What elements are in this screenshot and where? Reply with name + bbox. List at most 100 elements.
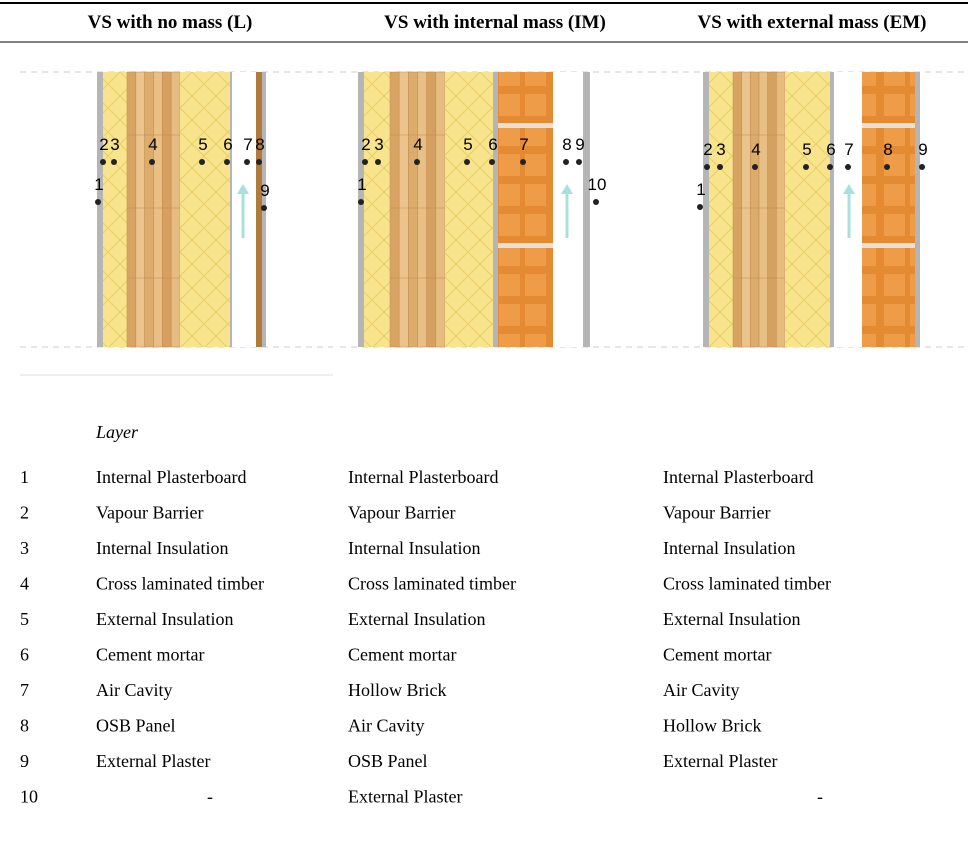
timber-lamella xyxy=(162,71,172,348)
layer-number: 5 xyxy=(198,135,207,154)
row-number: 1 xyxy=(20,467,29,487)
layer-number: 2 xyxy=(703,140,712,159)
wall-layer xyxy=(97,72,103,347)
row-number: 4 xyxy=(20,574,29,594)
cell: Internal Plasterboard xyxy=(96,467,246,487)
airflow-arrowhead xyxy=(843,184,855,194)
column-header: VS with internal mass (IM) xyxy=(384,12,606,33)
row-number: 3 xyxy=(20,538,29,558)
wall-layer xyxy=(358,72,364,347)
mortar-band xyxy=(498,123,553,128)
mortar-band xyxy=(862,243,915,248)
cell: External Plaster xyxy=(96,751,210,771)
wall-layer xyxy=(493,72,498,347)
cell: Internal Insulation xyxy=(348,538,480,558)
airflow-arrowhead xyxy=(561,184,573,194)
layer-number: 7 xyxy=(844,140,853,159)
timber-lamella xyxy=(758,71,768,348)
layer-number: 6 xyxy=(223,135,232,154)
cell: Hollow Brick xyxy=(348,680,447,700)
timber-lamella xyxy=(170,71,181,348)
row-number: 9 xyxy=(20,751,29,771)
probe-dot xyxy=(100,159,106,165)
layer-number: 8 xyxy=(883,140,892,159)
probe-dot xyxy=(919,164,925,170)
probe-dot xyxy=(563,159,569,165)
timber-lamella xyxy=(767,71,777,348)
row-number: 10 xyxy=(20,787,38,807)
timber-lamella xyxy=(389,71,400,348)
cell: OSB Panel xyxy=(96,716,176,736)
cell: Vapour Barrier xyxy=(663,503,770,523)
probe-dot xyxy=(827,164,833,170)
timber-lamella xyxy=(126,71,137,348)
cell: Internal Plasterboard xyxy=(663,467,813,487)
timber-lamella xyxy=(417,71,427,348)
cell: Air Cavity xyxy=(663,680,740,700)
layer-number: 9 xyxy=(575,135,584,154)
timber-lamella xyxy=(398,71,409,348)
row-number: 7 xyxy=(20,680,29,700)
probe-dot xyxy=(464,159,470,165)
layer-number: 6 xyxy=(488,135,497,154)
layer-number: 9 xyxy=(260,181,269,200)
probe-dot xyxy=(593,199,599,205)
cell: External Plaster xyxy=(663,751,777,771)
cell: External Insulation xyxy=(96,609,233,629)
cell: Internal Insulation xyxy=(96,538,228,558)
layer-number: 7 xyxy=(519,135,528,154)
wall-layer xyxy=(180,72,230,347)
probe-dot xyxy=(845,164,851,170)
row-number: 5 xyxy=(20,609,29,629)
layer-number: 3 xyxy=(716,140,725,159)
probe-dot xyxy=(149,159,155,165)
layer-number: 4 xyxy=(751,140,760,159)
cell: Air Cavity xyxy=(348,716,425,736)
layer-number: 1 xyxy=(696,180,705,199)
layer-number: 1 xyxy=(94,175,103,194)
cell: Cement mortar xyxy=(96,645,204,665)
wall-layer xyxy=(364,72,390,347)
probe-dot xyxy=(884,164,890,170)
layer-number: 9 xyxy=(918,140,927,159)
cell: External Insulation xyxy=(348,609,485,629)
probe-dot xyxy=(244,159,250,165)
mortar-band xyxy=(498,243,553,248)
column-header: VS with external mass (EM) xyxy=(697,12,926,33)
wall-layer xyxy=(445,72,493,347)
probe-dot xyxy=(717,164,723,170)
cell: Vapour Barrier xyxy=(96,503,203,523)
mortar-band xyxy=(862,123,915,128)
layer-header: Layer xyxy=(95,422,139,442)
wall-layer xyxy=(830,72,834,347)
row-number: 8 xyxy=(20,716,29,736)
cell: Internal Insulation xyxy=(663,538,795,558)
cell: - xyxy=(207,787,213,807)
cell: External Insulation xyxy=(663,609,800,629)
timber-lamella xyxy=(408,71,418,348)
probe-dot xyxy=(752,164,758,170)
probe-dot xyxy=(520,159,526,165)
row-number: 6 xyxy=(20,645,29,665)
layer-number: 6 xyxy=(826,140,835,159)
cell: Air Cavity xyxy=(96,680,173,700)
cell: Cross laminated timber xyxy=(348,574,516,594)
wall-layer xyxy=(862,72,915,347)
cell: Hollow Brick xyxy=(663,716,762,736)
layer-number: 7 xyxy=(243,135,252,154)
column-header: VS with no mass (L) xyxy=(88,12,253,33)
probe-dot xyxy=(489,159,495,165)
cell: Cement mortar xyxy=(663,645,771,665)
wall-layer xyxy=(785,72,830,347)
layer-number: 4 xyxy=(413,135,422,154)
probe-dot xyxy=(111,159,117,165)
cell: Vapour Barrier xyxy=(348,503,455,523)
wall-layer xyxy=(709,72,733,347)
timber-lamella xyxy=(144,71,154,348)
timber-lamella xyxy=(135,71,145,348)
wall-layer xyxy=(103,72,127,347)
probe-dot xyxy=(224,159,230,165)
cell: Cross laminated timber xyxy=(96,574,264,594)
layer-number: 3 xyxy=(110,135,119,154)
probe-dot xyxy=(697,204,703,210)
